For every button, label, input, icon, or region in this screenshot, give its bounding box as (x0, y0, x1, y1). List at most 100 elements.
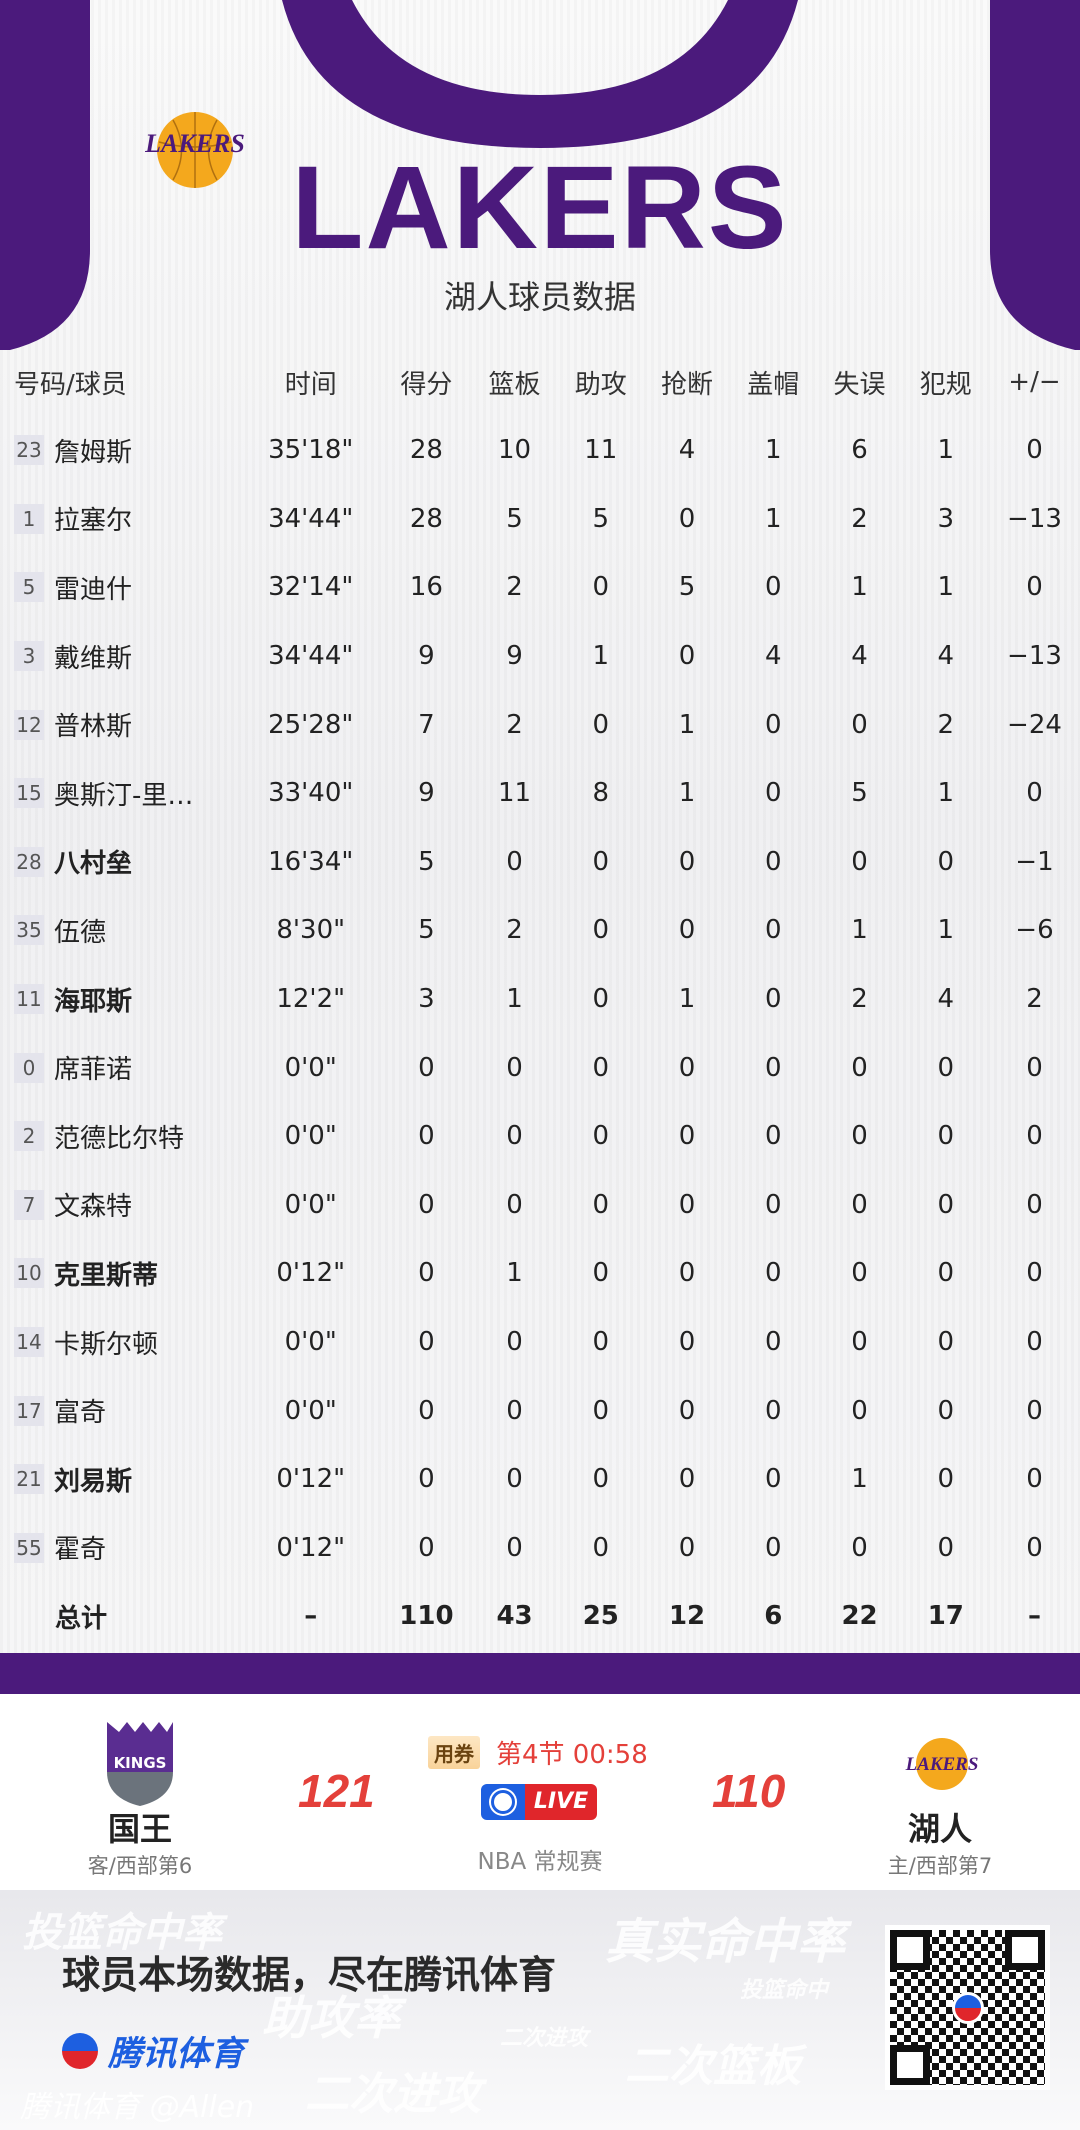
column-header: 犯规 (919, 369, 972, 400)
stat-cell: 0 (678, 1258, 696, 1289)
stat-cell: 10 (498, 435, 532, 466)
player-name[interactable]: 伍德 (54, 917, 107, 948)
stat-cell: 2 (851, 984, 868, 1015)
scoreboard[interactable]: KINGS 国王 客/西部第6 121 用券 第4节 00:58 LIVE NB… (0, 1694, 1080, 1890)
player-name[interactable]: 席菲诺 (54, 1055, 133, 1086)
player-name[interactable]: 克里斯蒂 (54, 1260, 159, 1291)
stat-cell: 0 (592, 709, 610, 740)
table-row[interactable]: 10 克里斯蒂 0'12" 0 1 0 0 0 0 0 0 (0, 1239, 1080, 1308)
total-cell: – (1027, 1601, 1041, 1632)
table-row[interactable]: 11 海耶斯 12'2" 3 1 0 1 0 2 4 2 (0, 965, 1080, 1034)
table-row[interactable]: 21 刘易斯 0'12" 0 0 0 0 0 1 0 0 (0, 1445, 1080, 1514)
stat-cell: 0 (592, 1327, 610, 1358)
player-name[interactable]: 奥斯汀-里… (54, 780, 194, 811)
table-row[interactable]: 14 卡斯尔顿 0'0" 0 0 0 0 0 0 0 0 (0, 1308, 1080, 1377)
stat-cell: 35'18" (268, 435, 354, 466)
stat-cell: 0 (592, 1121, 610, 1152)
player-name[interactable]: 普林斯 (54, 712, 133, 743)
stat-cell: 4 (937, 984, 955, 1015)
watermark-word: 投篮命中 (740, 1978, 829, 2003)
jersey-number: 55 (14, 1532, 44, 1563)
stat-cell: 1 (765, 435, 782, 466)
table-row[interactable]: 55 霍奇 0'12" 0 0 0 0 0 0 0 0 (0, 1514, 1080, 1583)
jersey-number: 5 (14, 572, 44, 603)
total-cell: 25 (582, 1601, 619, 1632)
promo-footer: 投篮命中率 真实命中率 投篮命中 助攻率 二次进攻 二次进攻 二次篮板 球员本场… (0, 1890, 1080, 2130)
tencent-ball-icon (481, 1784, 525, 1820)
stat-cell: 0 (506, 1052, 523, 1083)
player-stats-table: 号码/球员 时间 得分 篮板 助攻 抢断 盖帽 失误 犯规 +/− 23 詹姆斯 35'18" 28 10… (0, 348, 1080, 1651)
column-header: 号码/球员 (14, 369, 127, 400)
player-name[interactable]: 卡斯尔顿 (54, 1329, 159, 1360)
stat-cell: 0 (937, 1052, 955, 1083)
stat-cell: 0 (851, 1258, 868, 1289)
table-row[interactable]: 7 文森特 0'0" 0 0 0 0 0 0 0 0 (0, 1171, 1080, 1240)
stat-cell: 1 (851, 572, 868, 603)
player-name[interactable]: 霍奇 (54, 1535, 107, 1566)
away-team-name: 国王 (107, 1810, 172, 1848)
stat-cell: 0 (937, 1121, 955, 1152)
stat-cell: 0 (1026, 1532, 1043, 1563)
qr-code[interactable] (885, 1925, 1050, 2090)
stat-cell: 4 (851, 641, 868, 672)
stat-cell: 9 (418, 641, 435, 672)
stat-cell: 0 (418, 1464, 435, 1495)
stat-cell: 0 (765, 1395, 782, 1426)
stat-cell: 0 (765, 846, 782, 877)
stat-cell: −24 (1007, 709, 1062, 740)
player-name[interactable]: 詹姆斯 (54, 437, 133, 468)
league-label: NBA 常规赛 (477, 1849, 603, 1875)
home-team-name: 湖人 (907, 1810, 972, 1848)
table-row[interactable]: 23 詹姆斯 35'18" 28 10 11 4 1 6 1 0 (0, 416, 1080, 485)
table-row[interactable]: 15 奥斯汀-里… 33'40" 9 11 8 1 0 5 1 0 (0, 759, 1080, 828)
stat-cell: 0 (678, 641, 696, 672)
player-name[interactable]: 戴维斯 (54, 643, 133, 674)
column-header: 失误 (833, 369, 886, 400)
stat-cell: 4 (937, 641, 955, 672)
stat-cell: 1 (851, 1464, 868, 1495)
stat-cell: 0 (765, 1532, 782, 1563)
total-cell: 17 (927, 1601, 964, 1632)
stat-cell: 9 (506, 641, 523, 672)
live-button[interactable]: LIVE (481, 1784, 597, 1820)
stat-cell: 0 (678, 1121, 696, 1152)
stat-cell: 2 (851, 503, 868, 534)
table-row[interactable]: 17 富奇 0'0" 0 0 0 0 0 0 0 0 (0, 1376, 1080, 1445)
player-name[interactable]: 拉塞尔 (54, 506, 133, 537)
table-row[interactable]: 1 拉塞尔 34'44" 28 5 5 0 1 2 3 −13 (0, 485, 1080, 554)
stat-cell: 0'0" (284, 1052, 337, 1083)
stat-cell: 1 (937, 778, 955, 809)
table-row[interactable]: 2 范德比尔特 0'0" 0 0 0 0 0 0 0 0 (0, 1102, 1080, 1171)
player-name[interactable]: 文森特 (54, 1192, 133, 1223)
table-row[interactable]: 5 雷迪什 32'14" 16 2 0 5 0 1 1 0 (0, 553, 1080, 622)
stat-cell: 0 (418, 1258, 435, 1289)
stat-cell: 2 (506, 915, 523, 946)
player-name[interactable]: 富奇 (54, 1398, 107, 1429)
stat-cell: 1 (937, 572, 955, 603)
player-name[interactable]: 八村垒 (54, 849, 133, 880)
jersey-trim (0, 0, 1080, 350)
player-name[interactable]: 范德比尔特 (54, 1123, 185, 1154)
table-row[interactable]: 12 普林斯 25'28" 7 2 0 1 0 0 2 −24 (0, 690, 1080, 759)
jersey-number: 23 (14, 435, 44, 466)
player-name[interactable]: 刘易斯 (54, 1466, 133, 1497)
stat-cell: −6 (1015, 915, 1054, 946)
page-subtitle: 湖人球员数据 (443, 278, 636, 316)
stat-cell: 12'2" (276, 984, 346, 1015)
column-header: 抢断 (661, 369, 714, 400)
stat-cell: 0 (765, 1189, 782, 1220)
table-row[interactable]: 3 戴维斯 34'44" 9 9 1 0 4 4 4 −13 (0, 622, 1080, 691)
table-row[interactable]: 35 伍德 8'30" 5 2 0 0 0 1 1 −6 (0, 896, 1080, 965)
stat-cell: 0 (765, 1327, 782, 1358)
stat-cell: 0 (592, 572, 610, 603)
stat-cell: 0 (418, 1052, 435, 1083)
stat-cell: 0 (1026, 1464, 1043, 1495)
stat-cell: 0 (765, 1464, 782, 1495)
table-row[interactable]: 28 八村垒 16'34" 5 0 0 0 0 0 0 −1 (0, 828, 1080, 897)
tencent-ball-icon (62, 2032, 98, 2069)
home-score: 110 (712, 1765, 786, 1817)
player-name[interactable]: 海耶斯 (54, 986, 133, 1017)
player-name[interactable]: 雷迪什 (54, 574, 133, 605)
table-row[interactable]: 0 席菲诺 0'0" 0 0 0 0 0 0 0 0 (0, 1033, 1080, 1102)
coupon-badge[interactable]: 用券 (428, 1736, 480, 1769)
